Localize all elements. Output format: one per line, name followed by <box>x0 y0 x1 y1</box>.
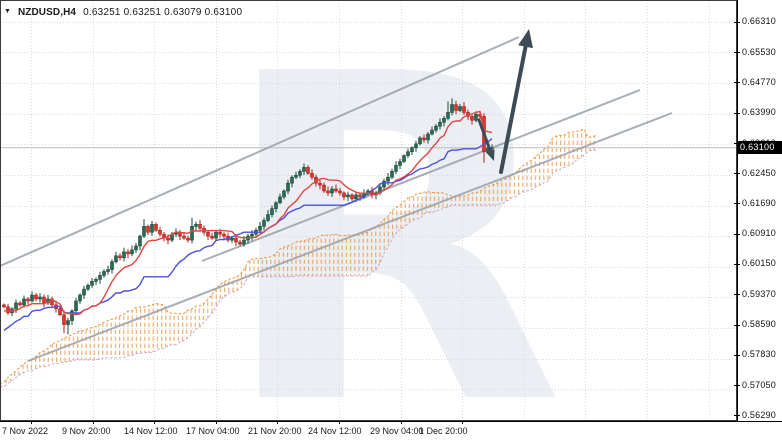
mid-resistance-line[interactable] <box>201 89 641 262</box>
price-axis-label: 0.63990 <box>742 107 776 118</box>
ichimoku-lines <box>3 110 493 331</box>
price-axis-label: 0.57050 <box>742 379 776 390</box>
price-axis-label: 0.56290 <box>742 409 776 420</box>
price-axis-label: 0.62450 <box>742 167 776 178</box>
pullback-down-arrow[interactable] <box>477 118 495 161</box>
chart-title-quotes: 0.63251 0.63251 0.63079 0.63100 <box>83 6 243 18</box>
time-axis-label: 21 Nov 20:00 <box>248 426 302 436</box>
time-axis-label: 14 Nov 12:00 <box>124 426 178 436</box>
price-axis-label: 0.59370 <box>742 288 776 299</box>
time-axis-label: 17 Nov 04:00 <box>186 426 240 436</box>
price-axis-label: 0.58590 <box>742 319 776 330</box>
projected-up-arrow[interactable] <box>499 29 533 174</box>
chart-title-bar: ▼ NZDUSD,H4 0.63251 0.63251 0.63079 0.63… <box>4 5 242 19</box>
price-axis[interactable]: 0.663100.655300.647700.639900.632100.624… <box>737 0 782 421</box>
time-axis-label: 29 Nov 04:00 <box>370 426 424 436</box>
support-line[interactable] <box>27 112 673 362</box>
time-axis-label: 9 Nov 20:00 <box>62 426 111 436</box>
price-axis-label: 0.60910 <box>742 228 776 239</box>
chart-title-symbol: NZDUSD,H4 <box>17 6 77 18</box>
price-axis-label: 0.66310 <box>742 16 776 27</box>
time-axis-label: 7 Nov 2022 <box>2 426 49 436</box>
trendlines[interactable] <box>0 36 673 362</box>
time-axis[interactable]: 7 Nov 2022 9 Nov 20:00 14 Nov 12:00 17 Nov … <box>0 421 782 443</box>
wedge-upper-line[interactable] <box>0 36 520 267</box>
annotation-arrows[interactable] <box>477 29 533 174</box>
time-axis-label: 1 Dec 20:00 <box>419 426 468 436</box>
candles <box>2 98 494 335</box>
price-axis-label: 0.61690 <box>742 197 776 208</box>
price-axis-label: 0.64770 <box>742 76 776 87</box>
price-axis-label: 0.65530 <box>742 46 776 57</box>
ichimoku-cloud <box>0 128 597 388</box>
current-price-tag: 0.63100 <box>737 141 782 155</box>
chart-frame <box>0 0 782 424</box>
price-axis-label: 0.60150 <box>742 258 776 269</box>
price-axis-label: 0.57830 <box>742 349 776 360</box>
symbol-dropdown-icon[interactable]: ▼ <box>4 7 11 15</box>
time-axis-label: 24 Nov 12:00 <box>308 426 362 436</box>
